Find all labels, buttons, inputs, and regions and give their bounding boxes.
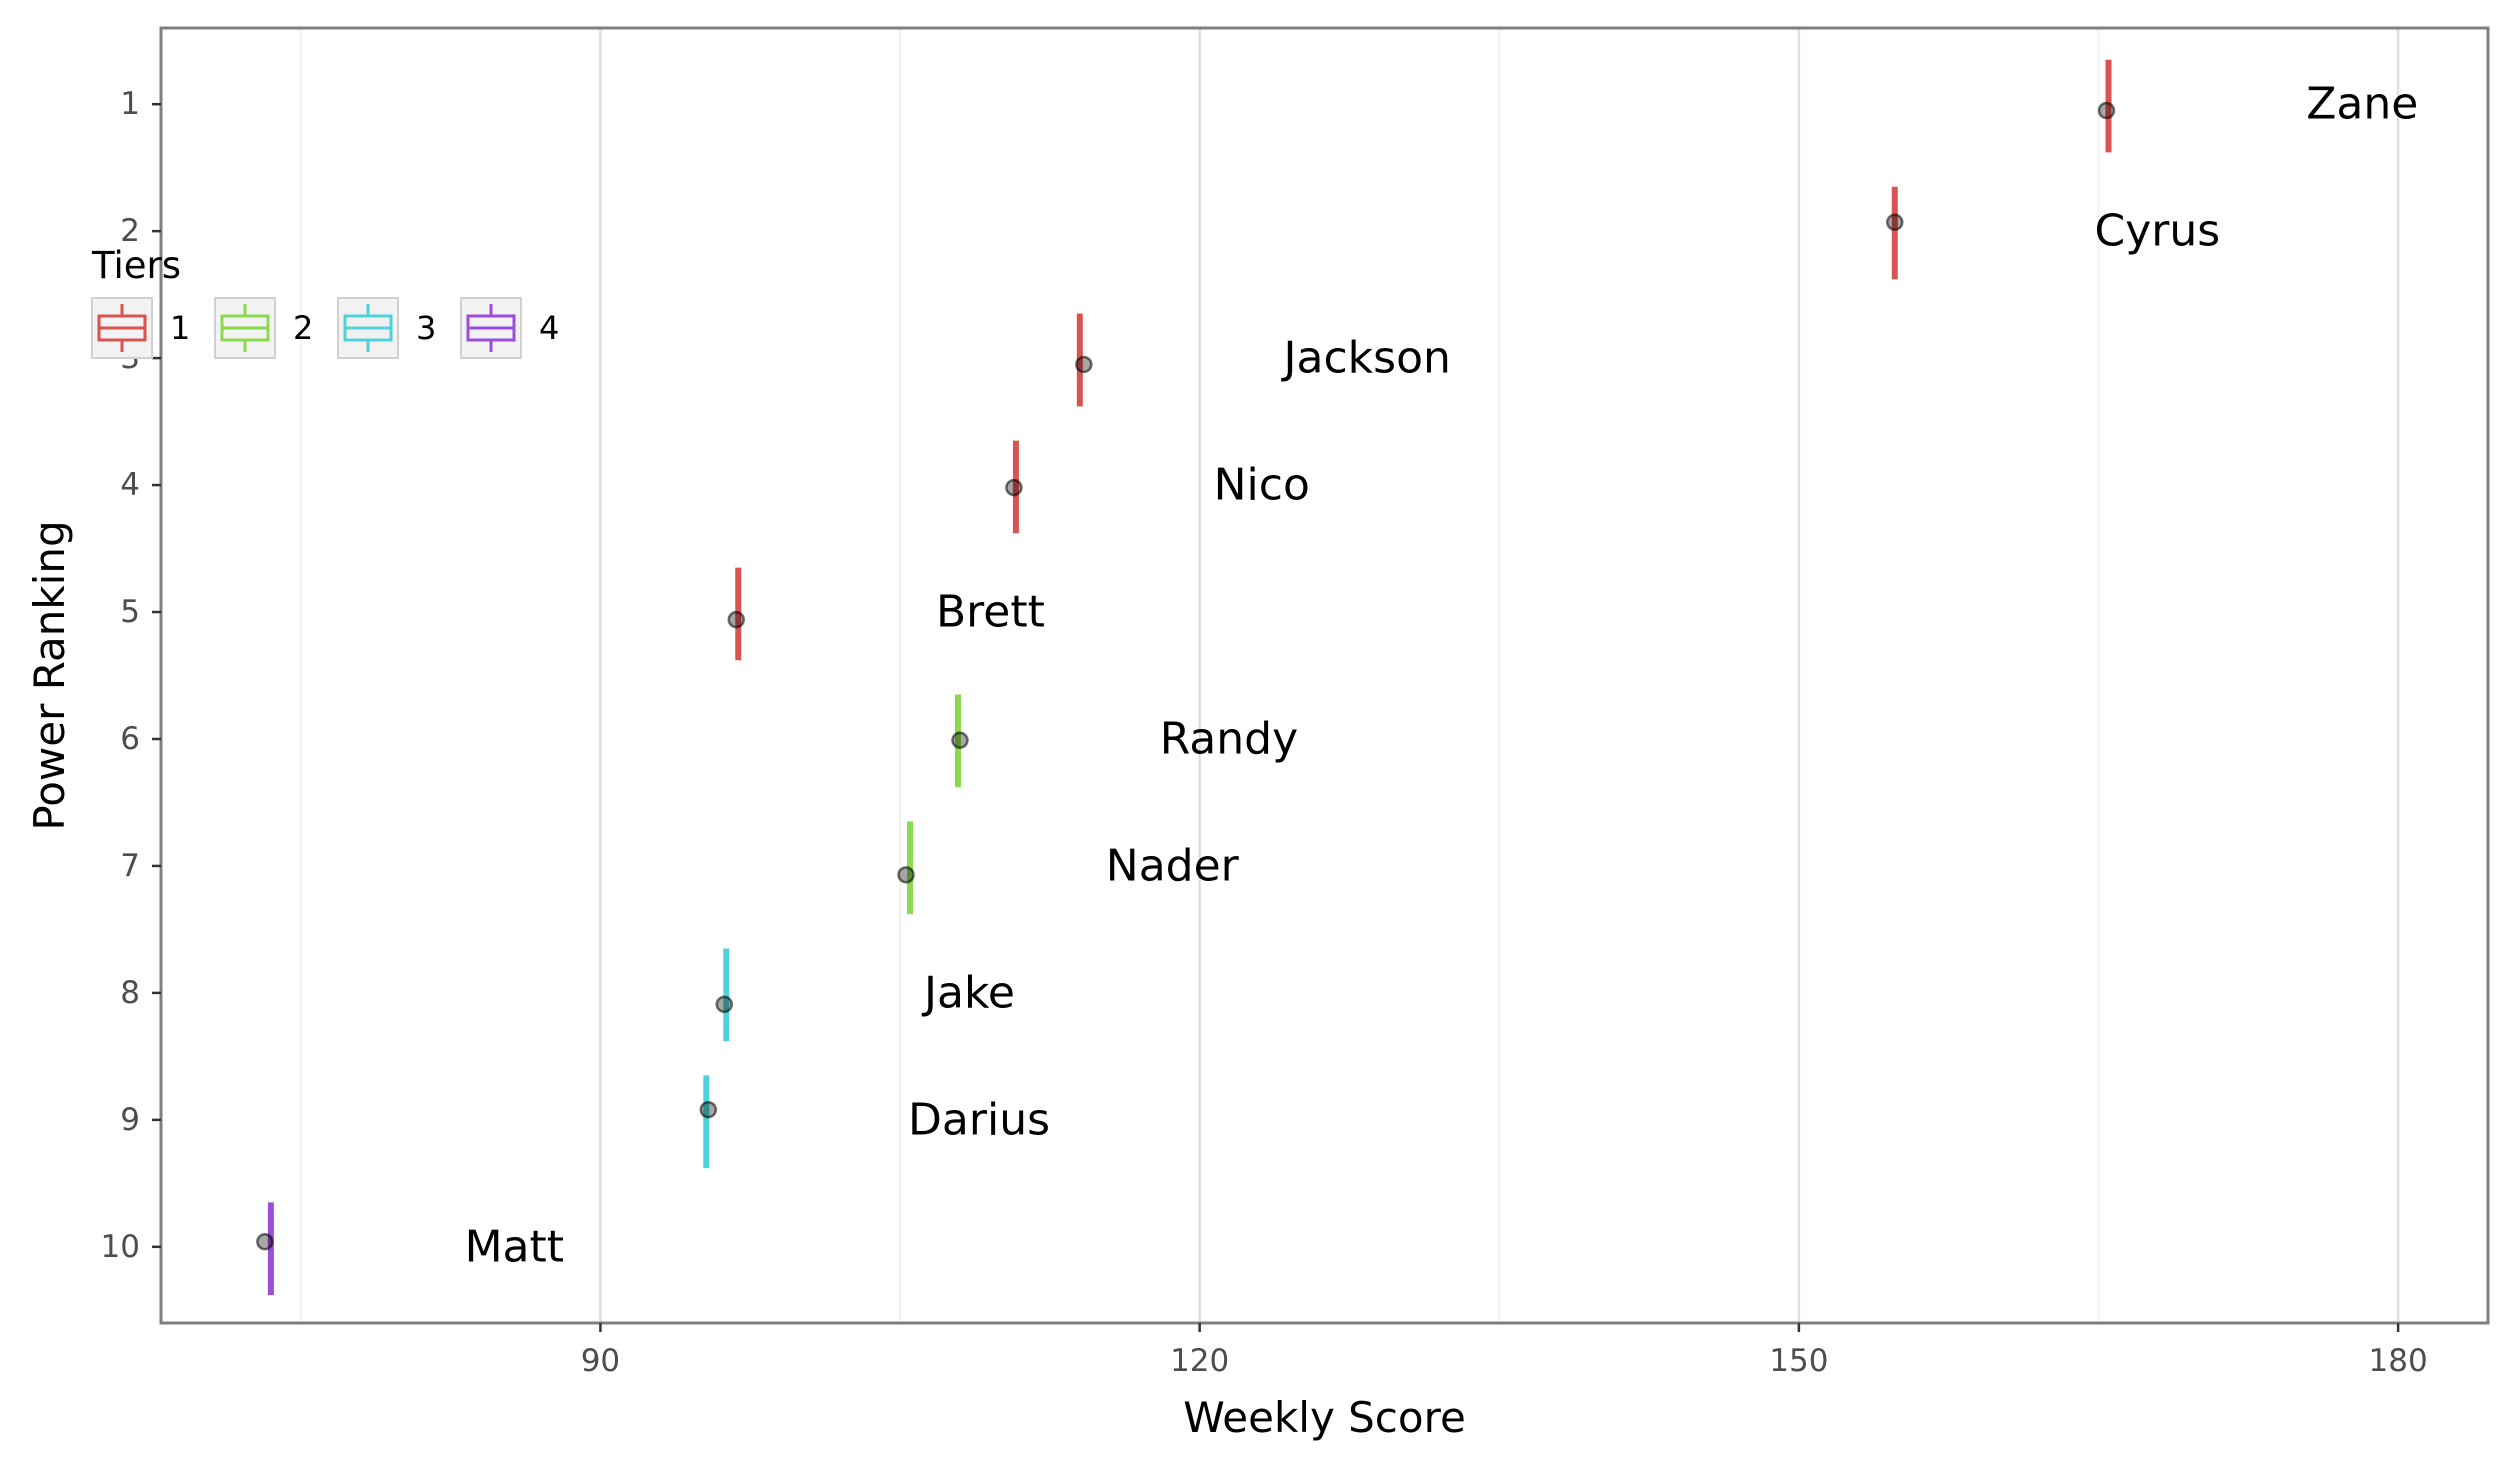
- y-tick-label: 4: [120, 467, 140, 503]
- y-tick-label: 10: [101, 1229, 140, 1265]
- team-label-brett: Brett: [936, 587, 1045, 638]
- x-tick-label: 120: [1170, 1343, 1229, 1379]
- legend-label-tier-2: 2: [293, 309, 313, 347]
- team-label-nader: Nader: [1106, 840, 1240, 891]
- legend-label-tier-1: 1: [170, 309, 190, 347]
- x-axis-ticks: 90 120 150 180: [581, 1323, 2428, 1379]
- score-points: [256, 101, 2116, 1251]
- score-point-brett: [727, 610, 746, 629]
- legend: Tiers 1 2 3 4: [91, 244, 559, 359]
- score-point-darius: [699, 1100, 718, 1119]
- x-axis-title: Weekly Score: [1183, 1393, 1466, 1442]
- team-label-zane: Zane: [2306, 79, 2418, 130]
- score-point-jake: [715, 995, 734, 1014]
- legend-title: Tiers: [91, 244, 181, 287]
- y-tick-label: 2: [120, 213, 140, 249]
- x-tick-label: 150: [1769, 1343, 1828, 1379]
- score-point-randy: [951, 731, 969, 749]
- x-tick-label: 180: [2369, 1343, 2428, 1379]
- y-tick-label: 8: [120, 975, 140, 1011]
- team-label-jake: Jake: [921, 967, 1015, 1018]
- x-tick-label: 90: [581, 1343, 620, 1379]
- score-point-jackson: [1075, 355, 1093, 374]
- y-tick-label: 9: [120, 1102, 140, 1138]
- team-label-darius: Darius: [908, 1094, 1050, 1145]
- minor-gridlines: [299, 28, 2100, 1323]
- legend-label-tier-3: 3: [416, 309, 436, 347]
- legend-label-tier-4: 4: [539, 309, 559, 347]
- y-axis-ticks: 12345678910: [101, 86, 161, 1265]
- y-tick-label: 5: [120, 594, 140, 630]
- y-tick-label: 6: [120, 721, 140, 757]
- team-label-jackson: Jackson: [1281, 333, 1451, 384]
- score-point-nader: [897, 866, 915, 884]
- y-tick-label: 1: [120, 86, 140, 122]
- major-gridlines: [599, 28, 2400, 1323]
- score-point-matt: [256, 1232, 274, 1251]
- team-labels: Zane Cyrus Jackson Nico Brett Randy Nader Jake D…: [465, 79, 2419, 1273]
- team-label-cyrus: Cyrus: [2095, 206, 2221, 257]
- team-label-randy: Randy: [1160, 713, 1298, 764]
- team-label-nico: Nico: [1214, 460, 1310, 511]
- team-label-matt: Matt: [465, 1221, 564, 1272]
- score-point-cyrus: [1886, 213, 1904, 231]
- y-tick-label: 7: [120, 848, 140, 884]
- plot-panel-border: [159, 26, 2490, 1325]
- score-point-zane: [2097, 101, 2116, 120]
- y-axis-title: Power Ranking: [25, 520, 74, 830]
- score-point-nico: [1005, 478, 1023, 497]
